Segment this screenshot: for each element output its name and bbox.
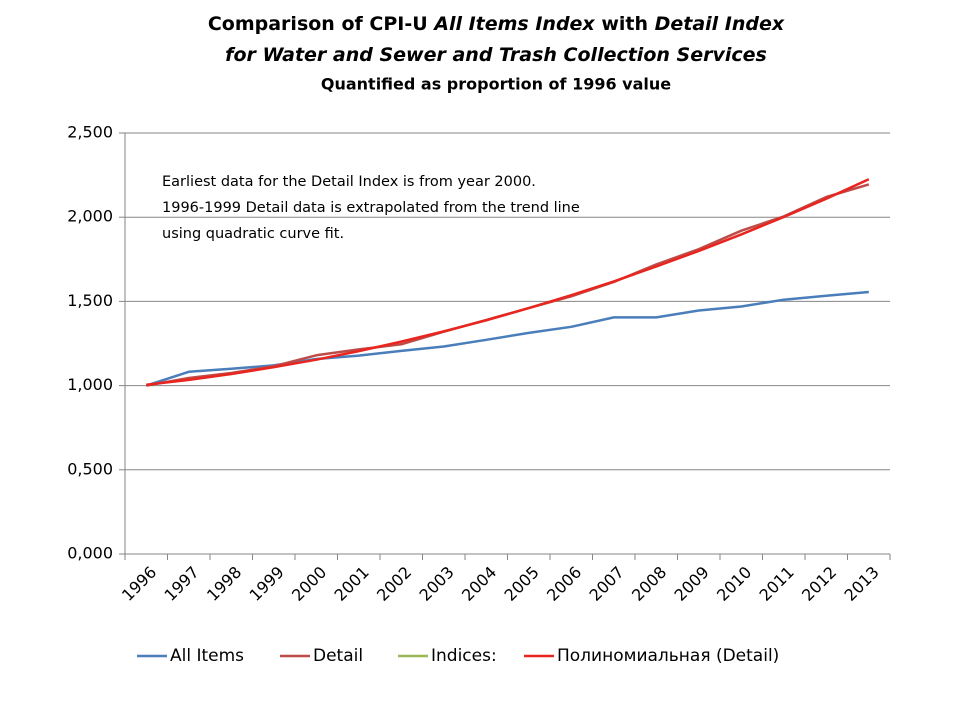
title-segment: with — [595, 13, 655, 35]
legend-label: All Items — [170, 646, 244, 666]
chart-title: Comparison of CPI-U All Items Index with… — [208, 13, 785, 35]
annotation: using quadratic curve fit. — [162, 226, 344, 242]
x-tick-label: 2009 — [671, 563, 713, 605]
y-tick-label: 2,000 — [67, 207, 113, 226]
chart-title: for Water and Sewer and Trash Collection… — [225, 44, 767, 66]
x-tick-label: 2010 — [713, 563, 755, 605]
legend-label: Detail — [313, 646, 363, 666]
x-tick-label: 2003 — [416, 563, 458, 605]
x-tick-label: 2008 — [628, 563, 670, 605]
x-tick-label: 2011 — [756, 563, 798, 605]
y-tick-label: 2,500 — [67, 123, 113, 142]
x-tick-label: 1999 — [246, 563, 288, 605]
x-tick-label: 1996 — [118, 563, 160, 605]
title-segment: for Water and Sewer and Trash Collection… — [225, 44, 767, 66]
x-tick-label: 2012 — [798, 563, 840, 605]
annotation: 1996-1999 Detail data is extrapolated fr… — [162, 200, 580, 216]
x-tick-label: 1997 — [161, 563, 203, 605]
chart-subtitle: Quantified as proportion of 1996 value — [321, 75, 671, 94]
y-tick-label: 1,000 — [67, 375, 113, 394]
legend-label: Полиномиальная (Detail) — [557, 646, 779, 666]
x-tick-label: 2000 — [288, 563, 330, 605]
annotation: Earliest data for the Detail Index is fr… — [162, 174, 536, 190]
y-tick-label: 0,500 — [67, 459, 113, 478]
series-line — [145, 290, 869, 387]
x-tick-label: 2004 — [458, 563, 500, 605]
y-tick-label: 1,500 — [67, 291, 113, 310]
x-tick-label: 2002 — [373, 563, 415, 605]
x-tick-label: 1998 — [203, 563, 245, 605]
series-line — [146, 178, 870, 387]
x-tick-label: 2006 — [543, 563, 585, 605]
title-segment: Detail Index — [655, 13, 785, 35]
title-segment: All Items Index — [432, 13, 595, 35]
y-tick-label: 0,000 — [67, 544, 113, 563]
x-tick-label: 2005 — [501, 563, 543, 605]
x-tick-label: 2013 — [841, 563, 883, 605]
title-segment: Comparison of CPI-U — [208, 13, 434, 35]
x-tick-label: 2001 — [331, 563, 373, 605]
x-tick-label: 2007 — [586, 563, 628, 605]
legend-label: Indices: — [431, 646, 497, 666]
